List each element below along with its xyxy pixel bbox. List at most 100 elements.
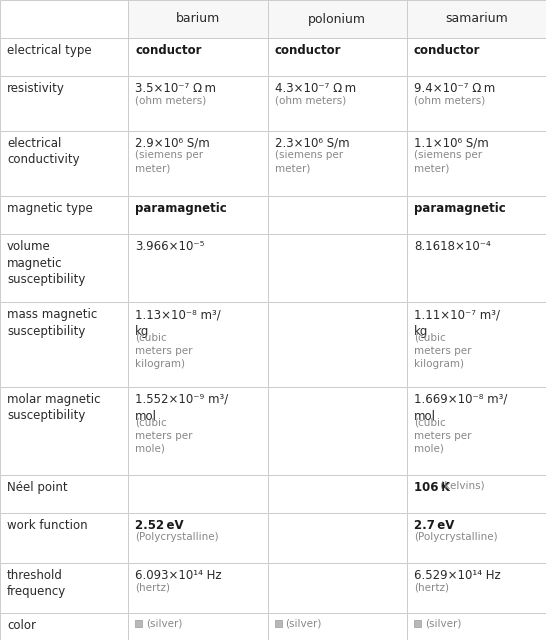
Text: (ohm meters): (ohm meters) (135, 95, 206, 106)
Text: 8.1618×10⁻⁴: 8.1618×10⁻⁴ (414, 240, 490, 253)
Bar (268, 513, 407, 563)
Text: 2.7 eV: 2.7 eV (414, 519, 454, 532)
Bar (414, 620, 421, 627)
Bar (407, 131, 546, 196)
Bar (268, 38, 407, 76)
Bar (407, 513, 546, 563)
Text: (hertz): (hertz) (414, 582, 449, 593)
Bar (268, 76, 407, 131)
Text: molar magnetic
susceptibility: molar magnetic susceptibility (7, 393, 100, 422)
Text: samarium: samarium (445, 13, 508, 26)
Bar (0, 613, 128, 640)
Text: (Polycrystalline): (Polycrystalline) (135, 532, 219, 543)
Text: 4.3×10⁻⁷ Ω m: 4.3×10⁻⁷ Ω m (275, 82, 355, 95)
Text: 3.5×10⁻⁷ Ω m: 3.5×10⁻⁷ Ω m (135, 82, 216, 95)
Text: 1.11×10⁻⁷ m³/
kg: 1.11×10⁻⁷ m³/ kg (414, 308, 500, 337)
Bar (128, 234, 268, 302)
Bar (268, 196, 407, 234)
Bar (135, 620, 143, 627)
Text: 2.3×10⁶ S/m: 2.3×10⁶ S/m (275, 137, 349, 150)
Bar (407, 234, 546, 302)
Text: mass magnetic
susceptibility: mass magnetic susceptibility (7, 308, 97, 337)
Text: Néel point: Néel point (7, 481, 68, 494)
Bar (0, 563, 128, 613)
Text: 2.52 eV: 2.52 eV (135, 519, 184, 532)
Text: resistivity: resistivity (7, 82, 65, 95)
Text: electrical type: electrical type (7, 44, 92, 57)
Text: (silver): (silver) (286, 619, 322, 629)
Bar (128, 387, 268, 475)
Bar (128, 76, 268, 131)
Text: color: color (7, 619, 36, 632)
Bar (0, 196, 128, 234)
Bar (407, 38, 546, 76)
Text: (siemens per
meter): (siemens per meter) (135, 150, 204, 173)
Text: (hertz): (hertz) (135, 582, 170, 593)
Text: conductor: conductor (275, 44, 341, 57)
Text: (kelvins): (kelvins) (437, 481, 485, 491)
Bar (407, 76, 546, 131)
Text: paramagnetic: paramagnetic (414, 202, 506, 215)
Text: (cubic
meters per
mole): (cubic meters per mole) (414, 418, 471, 454)
Bar (268, 613, 407, 640)
Text: conductor: conductor (135, 44, 202, 57)
Text: (ohm meters): (ohm meters) (414, 95, 485, 106)
Text: 1.13×10⁻⁸ m³/
kg: 1.13×10⁻⁸ m³/ kg (135, 308, 221, 337)
Bar (0, 513, 128, 563)
Text: threshold
frequency: threshold frequency (7, 569, 66, 598)
Bar (128, 0, 268, 38)
Bar (128, 38, 268, 76)
Text: (cubic
meters per
mole): (cubic meters per mole) (135, 418, 193, 454)
Bar (0, 0, 128, 38)
Bar (268, 563, 407, 613)
Bar (268, 387, 407, 475)
Bar (128, 475, 268, 513)
Bar (407, 475, 546, 513)
Text: barium: barium (176, 13, 220, 26)
Text: (Polycrystalline): (Polycrystalline) (414, 532, 497, 543)
Bar (128, 196, 268, 234)
Text: (siemens per
meter): (siemens per meter) (275, 150, 343, 173)
Text: paramagnetic: paramagnetic (135, 202, 227, 215)
Bar (0, 387, 128, 475)
Text: (cubic
meters per
kilogram): (cubic meters per kilogram) (414, 333, 471, 369)
Bar (128, 613, 268, 640)
Text: 6.529×10¹⁴ Hz: 6.529×10¹⁴ Hz (414, 569, 501, 582)
Bar (128, 302, 268, 387)
Bar (128, 131, 268, 196)
Text: volume
magnetic
susceptibility: volume magnetic susceptibility (7, 240, 85, 286)
Text: (cubic
meters per
kilogram): (cubic meters per kilogram) (135, 333, 193, 369)
Bar (275, 620, 282, 627)
Text: (silver): (silver) (146, 619, 183, 629)
Bar (407, 0, 546, 38)
Bar (128, 513, 268, 563)
Text: polonium: polonium (308, 13, 366, 26)
Text: (silver): (silver) (425, 619, 461, 629)
Text: 6.093×10¹⁴ Hz: 6.093×10¹⁴ Hz (135, 569, 222, 582)
Bar (0, 234, 128, 302)
Bar (128, 563, 268, 613)
Text: (siemens per
meter): (siemens per meter) (414, 150, 482, 173)
Text: 1.552×10⁻⁹ m³/
mol: 1.552×10⁻⁹ m³/ mol (135, 393, 229, 422)
Text: 1.669×10⁻⁸ m³/
mol: 1.669×10⁻⁸ m³/ mol (414, 393, 507, 422)
Text: (ohm meters): (ohm meters) (275, 95, 346, 106)
Bar (407, 302, 546, 387)
Bar (407, 387, 546, 475)
Bar (0, 76, 128, 131)
Bar (268, 234, 407, 302)
Text: electrical
conductivity: electrical conductivity (7, 137, 80, 166)
Bar (407, 196, 546, 234)
Bar (0, 38, 128, 76)
Bar (407, 563, 546, 613)
Text: work function: work function (7, 519, 87, 532)
Bar (407, 613, 546, 640)
Bar (268, 131, 407, 196)
Text: conductor: conductor (414, 44, 480, 57)
Text: 1.1×10⁶ S/m: 1.1×10⁶ S/m (414, 137, 489, 150)
Bar (268, 0, 407, 38)
Bar (268, 302, 407, 387)
Text: 106 K: 106 K (414, 481, 450, 494)
Bar (268, 475, 407, 513)
Text: 3.966×10⁻⁵: 3.966×10⁻⁵ (135, 240, 205, 253)
Bar (0, 302, 128, 387)
